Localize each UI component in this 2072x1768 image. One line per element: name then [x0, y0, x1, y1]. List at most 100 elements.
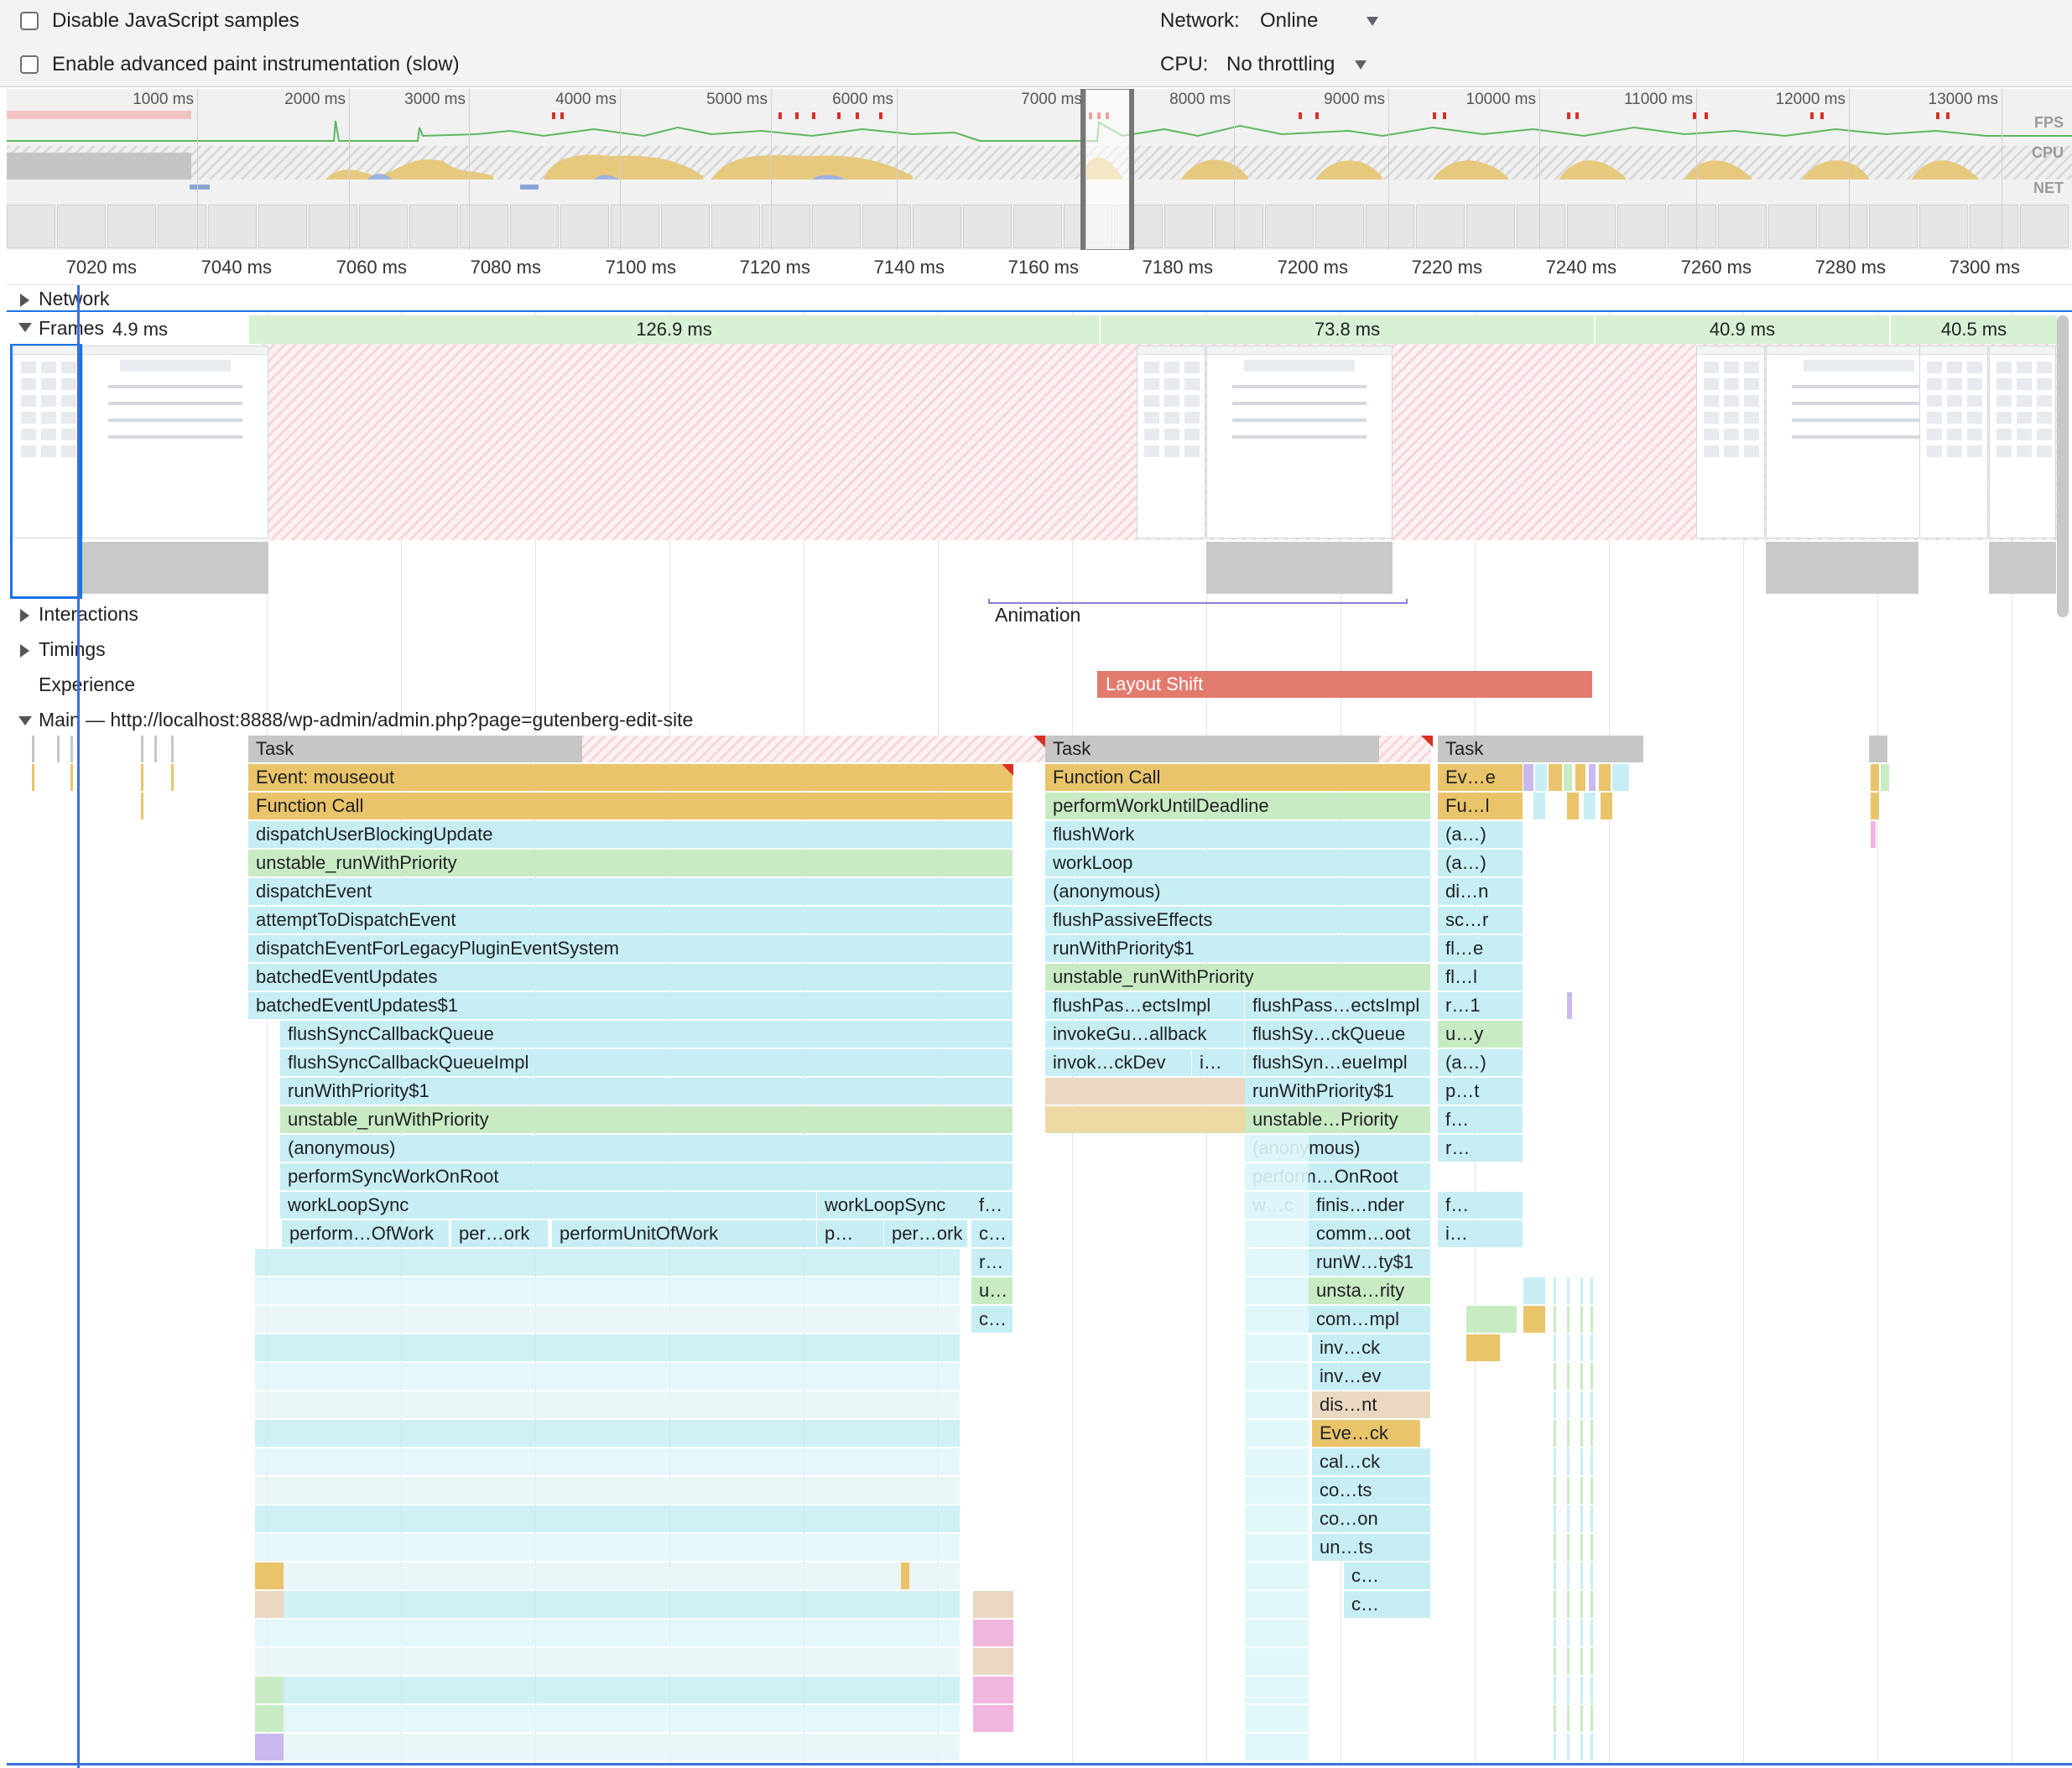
flame-entry[interactable]: Ev…e	[1438, 764, 1523, 791]
flame-entry[interactable]: (a…)	[1438, 1049, 1523, 1076]
flame-entry[interactable]: (a…)	[1438, 821, 1523, 848]
flame-entry[interactable]: Function Call	[248, 793, 1013, 819]
animation-interaction-bracket[interactable]	[988, 599, 1408, 604]
frame-screenshot[interactable]	[1206, 346, 1393, 538]
flame-entry[interactable]: co…on	[1312, 1505, 1431, 1532]
frame-duration[interactable]: 126.9 ms	[249, 315, 1101, 344]
flame-entry[interactable]: c…	[971, 1220, 1013, 1247]
flame-entry[interactable]: un…ts	[1312, 1534, 1431, 1561]
flame-entry[interactable]: f…	[1438, 1106, 1523, 1133]
flame-entry[interactable]: i…	[1192, 1049, 1245, 1076]
flame-entry[interactable]: workLoopSync	[280, 1192, 817, 1219]
frame-screenshot[interactable]	[1696, 346, 1765, 538]
flame-entry[interactable]: r…	[971, 1249, 1013, 1276]
flame-entry[interactable]: (anonymous)	[280, 1135, 1013, 1162]
flame-entry[interactable]: p…t	[1438, 1078, 1523, 1105]
cpu-dropdown-arrow-icon[interactable]	[1355, 60, 1367, 70]
flame-entry[interactable]: dis…nt	[1312, 1391, 1431, 1418]
flame-entry[interactable]: sc…r	[1438, 907, 1523, 933]
disable-js-samples-checkbox[interactable]	[20, 12, 39, 30]
flame-entry[interactable]: c…	[1344, 1591, 1431, 1618]
flame-entry[interactable]: Task	[1045, 736, 1431, 762]
timings-expand-icon[interactable]	[20, 644, 29, 658]
cpu-throttle-select[interactable]: No throttling	[1226, 53, 1335, 75]
frame-duration[interactable]: 73.8 ms	[1101, 315, 1596, 344]
flame-entry[interactable]: unstable_runWithPriority	[280, 1106, 1013, 1133]
flame-entry[interactable]: (anonymous)	[1045, 878, 1431, 905]
flame-entry[interactable]: flushWork	[1045, 821, 1431, 848]
flame-entry[interactable]: flushPass…ectsImpl	[1245, 992, 1431, 1019]
flame-entry[interactable]: runWithPriority$1	[280, 1078, 1013, 1105]
frame-screenshot[interactable]	[82, 346, 268, 538]
network-throttle-select[interactable]: Online	[1260, 9, 1319, 32]
interactions-expand-icon[interactable]	[20, 609, 29, 622]
frames-collapse-icon[interactable]	[18, 323, 32, 332]
flame-entry[interactable]: per…ork	[884, 1220, 968, 1247]
flame-entry[interactable]: c…	[1344, 1563, 1431, 1589]
timings-track-header[interactable]: Timings	[39, 638, 106, 660]
flame-entry[interactable]: com…mpl	[1309, 1306, 1431, 1333]
flame-entry[interactable]: batchedEventUpdates$1	[248, 992, 1013, 1019]
vertical-scrollbar[interactable]	[2057, 315, 2069, 617]
flame-entry[interactable]: unstable…Priority	[1245, 1106, 1431, 1133]
flame-entry[interactable]: performUnitOfWork	[552, 1220, 817, 1247]
flame-entry[interactable]: flushSyn…eueImpl	[1245, 1049, 1431, 1076]
main-track-header[interactable]: Main	[39, 709, 81, 731]
flame-entry[interactable]: fl…l	[1438, 964, 1523, 991]
flame-entry[interactable]: Event: mouseout	[248, 764, 1013, 791]
flame-entry[interactable]: performSyncWorkOnRoot	[280, 1163, 1013, 1190]
flame-entry[interactable]: dispatchUserBlockingUpdate	[248, 821, 1013, 848]
advanced-paint-checkbox[interactable]	[20, 55, 39, 74]
flame-entry[interactable]: invokeGu…allback	[1045, 1021, 1245, 1048]
flame-entry[interactable]: runW…ty$1	[1309, 1249, 1431, 1276]
flame-entry[interactable]: flushSyncCallbackQueue	[280, 1021, 1013, 1048]
selection-window[interactable]	[1085, 89, 1134, 250]
flame-entry[interactable]: inv…ck	[1312, 1334, 1431, 1361]
selection-right-handle[interactable]	[1129, 89, 1134, 250]
flame-entry[interactable]: i…	[1438, 1220, 1523, 1247]
flame-entry[interactable]: fl…e	[1438, 935, 1523, 962]
main-thread-flame-chart[interactable]: Task Event: mouseout Function Call dispatch…	[7, 736, 2072, 1767]
frames-track-header[interactable]: Frames	[39, 317, 104, 339]
frame-screenshot[interactable]	[1137, 346, 1205, 538]
flame-entry[interactable]: Fu…l	[1438, 793, 1523, 819]
frame-screenshot[interactable]	[1919, 346, 1988, 538]
flame-entry[interactable]: runWithPriority$1	[1245, 1078, 1431, 1105]
frame-duration[interactable]: 40.9 ms	[1596, 315, 1891, 344]
flame-entry[interactable]: unsta…rity	[1309, 1277, 1431, 1304]
selection-left-handle[interactable]	[1080, 89, 1085, 250]
flame-entry[interactable]: dispatchEventForLegacyPluginEventSystem	[248, 935, 1013, 962]
network-track-header[interactable]: Network	[39, 288, 110, 309]
flame-entry[interactable]: u…y	[1438, 1021, 1523, 1048]
flame-entry[interactable]: flushPassiveEffects	[1045, 907, 1431, 933]
network-dropdown-arrow-icon[interactable]	[1367, 17, 1378, 26]
flame-entry[interactable]: r…	[1438, 1135, 1523, 1162]
flame-entry[interactable]: workLoop	[1045, 850, 1431, 876]
flame-entry[interactable]: unstable_runWithPriority	[248, 850, 1013, 876]
frame-duration[interactable]: 4.9 ms	[109, 315, 252, 344]
flame-entry[interactable]: attemptToDispatchEvent	[248, 907, 1013, 933]
flame-entry[interactable]: f…	[971, 1192, 1013, 1219]
flame-entry[interactable]: runWithPriority$1	[1045, 935, 1431, 962]
timeline-overview[interactable]: FPS CPU NET 1000 ms 2000 ms 3000 ms 4000 ms…	[7, 89, 2072, 250]
flame-entry[interactable]: flushSyncCallbackQueueImpl	[280, 1049, 1013, 1076]
flame-entry[interactable]: flushSy…ckQueue	[1245, 1021, 1431, 1048]
flame-entry[interactable]: batchedEventUpdates	[248, 964, 1013, 991]
flame-entry[interactable]: comm…oot	[1309, 1220, 1431, 1247]
flame-entry[interactable]: r…1	[1438, 992, 1523, 1019]
flame-entry[interactable]: Function Call	[1045, 764, 1431, 791]
flame-entry[interactable]: flushPas…ectsImpl	[1045, 992, 1245, 1019]
network-expand-icon[interactable]	[20, 294, 29, 307]
flame-entry[interactable]: per…ork	[451, 1220, 549, 1247]
flame-entry[interactable]: cal…ck	[1312, 1448, 1431, 1475]
main-collapse-icon[interactable]	[18, 716, 32, 725]
flame-entry[interactable]: Task	[1438, 736, 1644, 762]
frame-duration[interactable]: 40.5 ms	[1891, 315, 2059, 344]
flame-entry[interactable]: (a…)	[1438, 850, 1523, 876]
flame-entry[interactable]: co…ts	[1312, 1477, 1431, 1504]
layout-shift-event[interactable]: Layout Shift	[1097, 671, 1592, 698]
flame-entry[interactable]: c…	[971, 1306, 1013, 1333]
interactions-track-header[interactable]: Interactions	[39, 603, 138, 625]
flame-entry[interactable]: workLoopSync	[817, 1192, 973, 1219]
flame-entry[interactable]: dispatchEvent	[248, 878, 1013, 905]
